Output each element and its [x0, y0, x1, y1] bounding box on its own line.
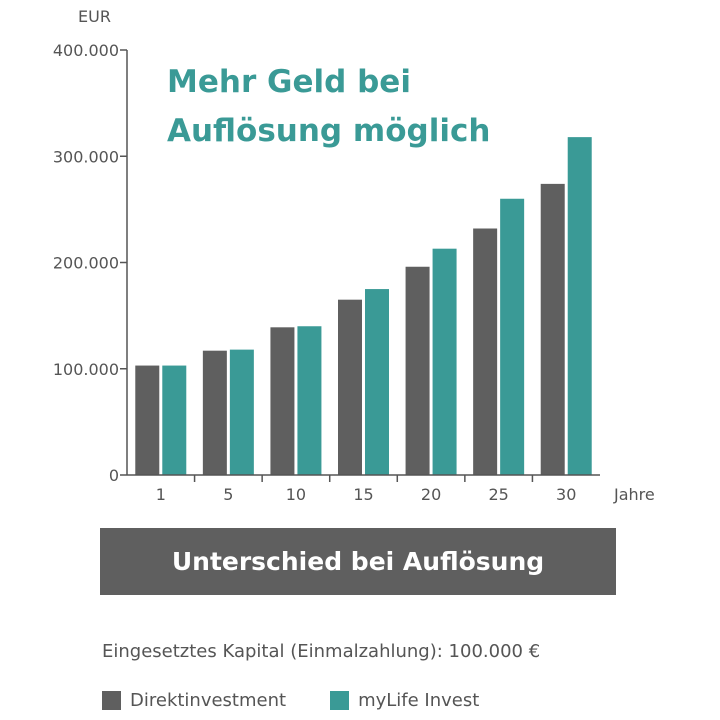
legend-label-direktinvestment: Direktinvestment [130, 689, 287, 711]
bar-direktinvestment-20 [405, 266, 430, 475]
bar-chart: EUR Mehr Geld bei Auflösung möglich 1 5 10… [53, 7, 655, 504]
legend-swatch-mylife-invest [330, 690, 350, 710]
bar-direktinvestment-30 [540, 183, 565, 475]
chart-title-line-1: Mehr Geld bei [167, 64, 411, 100]
bar-direktinvestment-5 [202, 350, 227, 475]
banner-text: Unterschied bei Auflösung [171, 547, 545, 576]
x-tick-label: 1 [156, 485, 166, 504]
x-tick-label: 5 [223, 485, 233, 504]
bar-direktinvestment-25 [473, 228, 498, 475]
legend: Direktinvestment myLife Invest [102, 688, 479, 712]
y-tick-label: 0 [109, 466, 119, 485]
bar-mylife-invest-20 [432, 248, 457, 475]
legend-label-mylife-invest: myLife Invest [358, 689, 480, 711]
bar-mylife-invest-1 [162, 365, 187, 475]
y-tick-label: 100.000 [53, 360, 119, 379]
chart-title-line-2: Auflösung möglich [167, 113, 490, 149]
x-tick-label: 25 [488, 485, 508, 504]
y-tick-label: 200.000 [53, 254, 119, 273]
y-tick-label: 400.000 [53, 41, 119, 60]
axes-layer: 1 5 10 15 20 25 300100.000200.000300.000400.00… [53, 41, 600, 504]
x-axis-label: Jahre [613, 485, 655, 504]
bars-layer [135, 137, 592, 475]
legend-item-mylife-invest: myLife Invest [330, 690, 479, 711]
bar-direktinvestment-1 [135, 365, 160, 475]
x-tick-label: 30 [556, 485, 576, 504]
legend-swatch-direktinvestment [102, 690, 121, 710]
bar-mylife-invest-30 [567, 137, 592, 475]
y-tick-label: 300.000 [53, 147, 119, 166]
legend-item-direktinvestment: Direktinvestment [102, 690, 286, 711]
bar-direktinvestment-15 [338, 299, 362, 475]
difference-banner: Unterschied bei Auflösung [100, 528, 616, 595]
bar-mylife-invest-25 [500, 198, 525, 475]
capital-caption: Eingesetztes Kapital (Einmalzahlung): 10… [102, 641, 541, 662]
bar-mylife-invest-15 [365, 289, 389, 475]
x-tick-label: 10 [286, 485, 306, 504]
x-tick-label: 20 [421, 485, 441, 504]
x-tick-label: 15 [353, 485, 373, 504]
bar-mylife-invest-5 [229, 349, 254, 475]
bar-mylife-invest-10 [297, 326, 322, 475]
bar-direktinvestment-10 [270, 327, 295, 475]
y-axis-unit: EUR [78, 7, 111, 26]
